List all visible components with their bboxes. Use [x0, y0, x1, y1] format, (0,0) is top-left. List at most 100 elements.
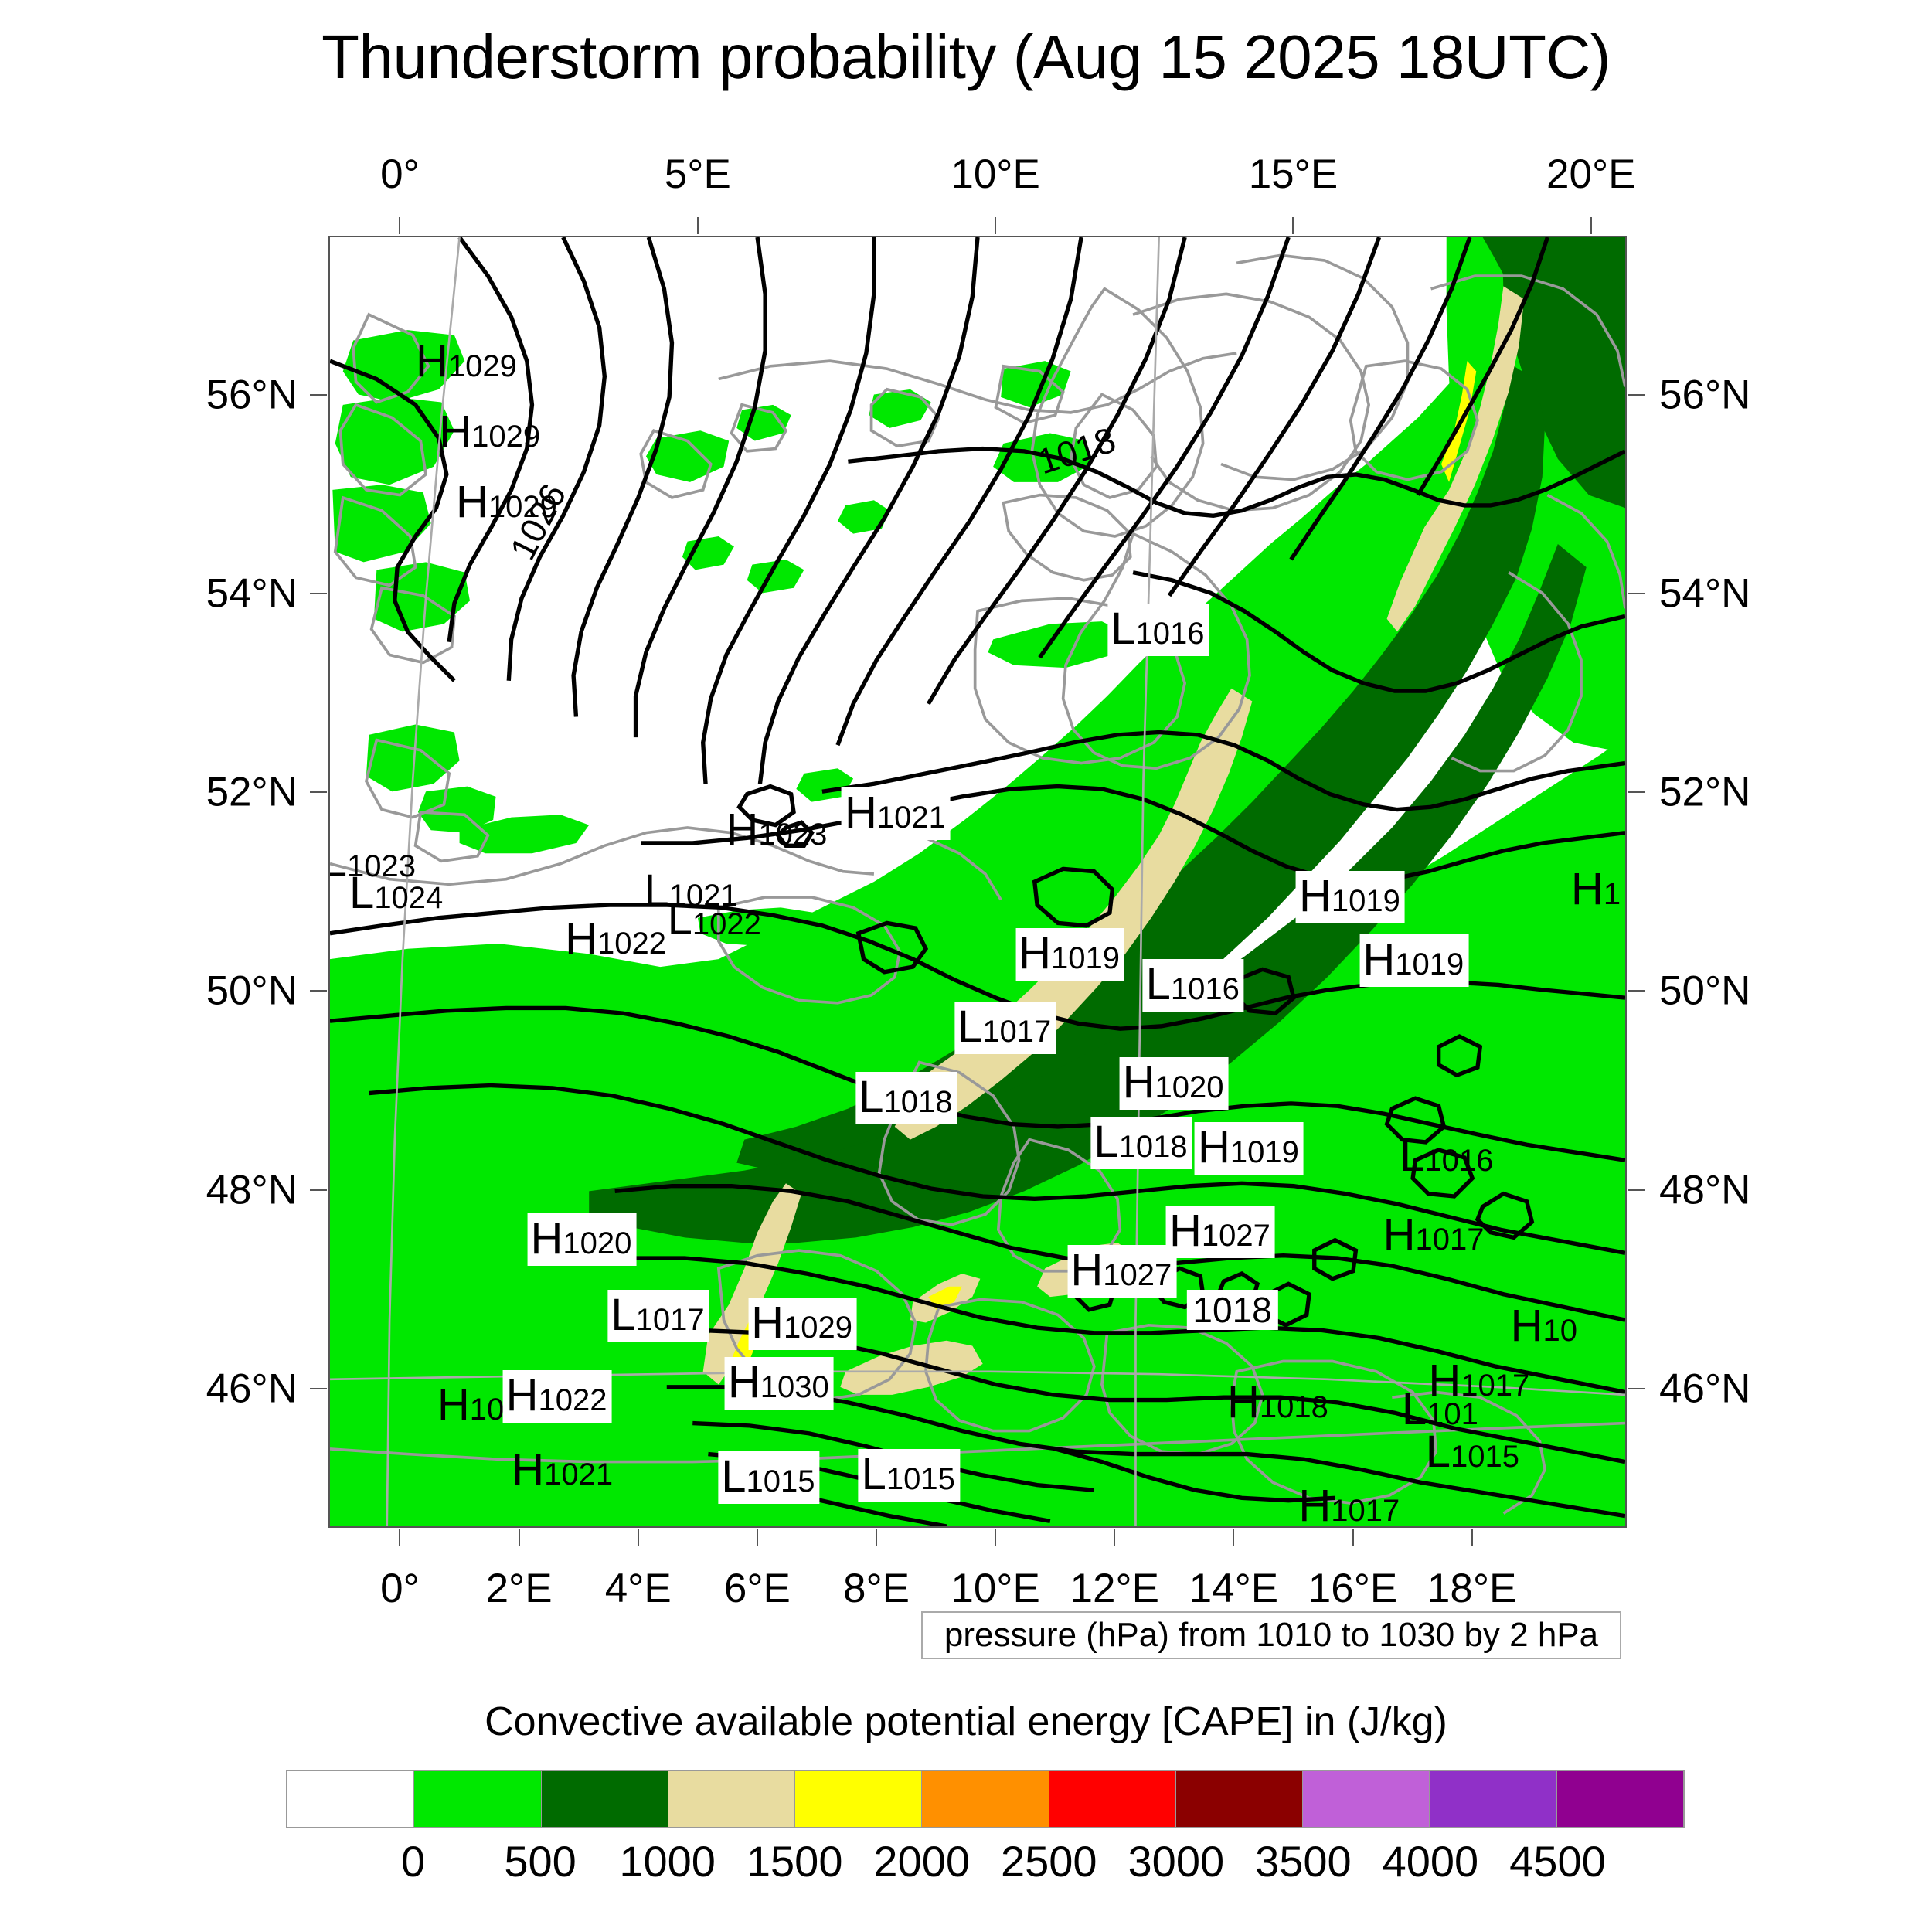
pressure-marker-value: 1015 — [886, 1461, 955, 1496]
tick-top-1 — [696, 217, 699, 234]
pressure-marker-h-1: H1 — [1571, 867, 1621, 912]
pressure-marker-value: 1021 — [876, 800, 946, 835]
colorbar-tick-3500: 3500 — [1255, 1837, 1352, 1886]
pressure-marker-type: H — [1226, 1377, 1260, 1428]
pressure-marker-type: H — [845, 787, 877, 838]
pressure-marker-type: L — [611, 1290, 636, 1341]
colorbar-tick-500: 500 — [504, 1837, 577, 1886]
colorbar-swatch-1[interactable] — [414, 1771, 542, 1827]
axis-label-left-5: 46°N — [206, 1366, 298, 1412]
pressure-marker-value: 1027 — [1201, 1219, 1270, 1253]
axis-label-bottom-3: 6°E — [723, 1566, 791, 1611]
pressure-marker-value: 1018 — [883, 1084, 953, 1119]
colorbar-swatch-3[interactable] — [668, 1771, 796, 1827]
pressure-marker-h-1017: H1017 — [1428, 1358, 1529, 1403]
axis-label-left-1: 54°N — [206, 570, 298, 617]
colorbar[interactable] — [286, 1770, 1685, 1828]
axis-label-bottom-9: 18°E — [1427, 1566, 1517, 1611]
axis-label-left-3: 50°N — [206, 968, 298, 1014]
axis-label-bottom-2: 4°E — [604, 1566, 672, 1611]
pressure-marker-value: 1024 — [374, 881, 444, 916]
pressure-marker-value: 101 — [1427, 1396, 1478, 1431]
pressure-marker-l-1016: L1016 — [1400, 1133, 1493, 1179]
pressure-marker-value: 1023 — [758, 818, 828, 852]
pressure-marker-value: 1017 — [635, 1303, 705, 1338]
colorbar-swatch-10[interactable] — [1556, 1771, 1683, 1827]
colorbar-swatch-2[interactable] — [541, 1771, 668, 1827]
pressure-marker-h-1029: H1029 — [456, 476, 557, 527]
axis-label-right-4: 48°N — [1659, 1167, 1751, 1213]
colorbar-tick-1500: 1500 — [746, 1837, 843, 1886]
pressure-marker-type: H — [1198, 1121, 1230, 1172]
pressure-marker-value: 1017 — [1415, 1222, 1485, 1257]
contour-label-1018: 1018 — [1186, 1289, 1278, 1330]
axis-label-top-0: 0° — [380, 151, 420, 197]
pressure-marker-h-1019: H1019 — [1015, 927, 1125, 981]
pressure-marker-type: L — [667, 893, 692, 944]
pressure-marker-h-1017: H1017 — [1298, 1483, 1400, 1526]
tick-right-1 — [1628, 593, 1645, 594]
colorbar-swatch-5[interactable] — [922, 1771, 1049, 1827]
axis-label-bottom-1: 2°E — [485, 1566, 553, 1611]
pressure-marker-h-10: H10 — [1511, 1304, 1577, 1349]
colorbar-caption: Convective available potential energy [C… — [485, 1699, 1447, 1744]
pressure-marker-value: 1020 — [563, 1226, 632, 1261]
pressure-marker-l-1018: L1018 — [855, 1071, 957, 1124]
pressure-marker-l-1015: L1015 — [1425, 1426, 1519, 1477]
pressure-marker-type: L — [859, 1071, 884, 1122]
colorbar-swatch-6[interactable] — [1049, 1771, 1176, 1827]
axis-label-right-0: 56°N — [1659, 372, 1751, 418]
tick-left-3 — [310, 990, 327, 992]
pressure-marker-type: H — [530, 1213, 563, 1264]
pressure-marker-h-1018: H1018 — [1227, 1380, 1328, 1425]
colorbar-tick-0: 0 — [400, 1837, 426, 1886]
pressure-marker-l-1017: L1017 — [954, 1002, 1056, 1055]
pressure-marker-value: 1 — [1603, 877, 1621, 912]
pressure-marker-value: 1021 — [544, 1458, 614, 1492]
tick-left-4 — [310, 1189, 327, 1191]
colorbar-swatch-0[interactable] — [287, 1771, 415, 1827]
axis-label-bottom-0: 0° — [380, 1566, 420, 1611]
pressure-marker-l-1023: L1023 — [330, 838, 417, 884]
colorbar-swatch-7[interactable] — [1175, 1771, 1304, 1827]
colorbar-tick-4500: 4500 — [1509, 1837, 1606, 1886]
pressure-marker-type: H — [505, 1369, 539, 1420]
pressure-marker-type: L — [957, 1002, 983, 1053]
pressure-marker-value: 1029 — [447, 349, 517, 383]
tick-bottom-8 — [1352, 1529, 1354, 1546]
tick-bottom-2 — [637, 1529, 639, 1546]
tick-right-2 — [1628, 791, 1645, 794]
tick-bottom-5 — [995, 1529, 997, 1546]
page-title: Thunderstorm probability (Aug 15 2025 18… — [321, 22, 1611, 91]
colorbar-swatch-8[interactable] — [1303, 1771, 1430, 1827]
map-panel[interactable]: H1029H1029H1029L1023L1024H1023H1021L1021… — [328, 236, 1627, 1528]
pressure-marker-type: L — [861, 1448, 886, 1499]
axis-label-top-3: 15°E — [1248, 151, 1338, 197]
pressure-marker-type: L — [1425, 1426, 1451, 1477]
pressure-marker-type: H — [456, 476, 488, 527]
pressure-marker-type: H — [1362, 934, 1396, 985]
pressure-marker-value: 1023 — [347, 849, 417, 883]
axis-label-bottom-4: 8°E — [842, 1566, 910, 1611]
tick-bottom-3 — [756, 1529, 758, 1546]
axis-label-top-2: 10°E — [951, 151, 1040, 197]
tick-top-4 — [1590, 217, 1592, 234]
colorbar-swatch-4[interactable] — [795, 1771, 923, 1827]
pressure-marker-value: 1016 — [1170, 972, 1240, 1007]
pressure-note: pressure (hPa) from 1010 to 1030 by 2 hP… — [921, 1611, 1621, 1659]
pressure-marker-h-1021: H1021 — [512, 1447, 613, 1492]
pressure-marker-type: H — [439, 406, 472, 457]
pressure-marker-h-1017: H1017 — [1383, 1212, 1485, 1257]
tick-bottom-7 — [1233, 1529, 1235, 1546]
pressure-marker-l-1018: L1018 — [1090, 1117, 1192, 1170]
tick-left-2 — [310, 791, 327, 794]
pressure-marker-type: H — [727, 1357, 760, 1408]
pressure-marker-type: H — [751, 1298, 784, 1349]
pressure-marker-h-1021: H1021 — [842, 787, 951, 840]
axis-label-right-5: 46°N — [1659, 1366, 1751, 1412]
tick-left-0 — [310, 393, 327, 396]
tick-top-3 — [1292, 217, 1294, 234]
pressure-marker-value: 1029 — [488, 489, 557, 524]
pressure-marker-type: H — [1570, 864, 1604, 915]
colorbar-swatch-9[interactable] — [1430, 1771, 1557, 1827]
